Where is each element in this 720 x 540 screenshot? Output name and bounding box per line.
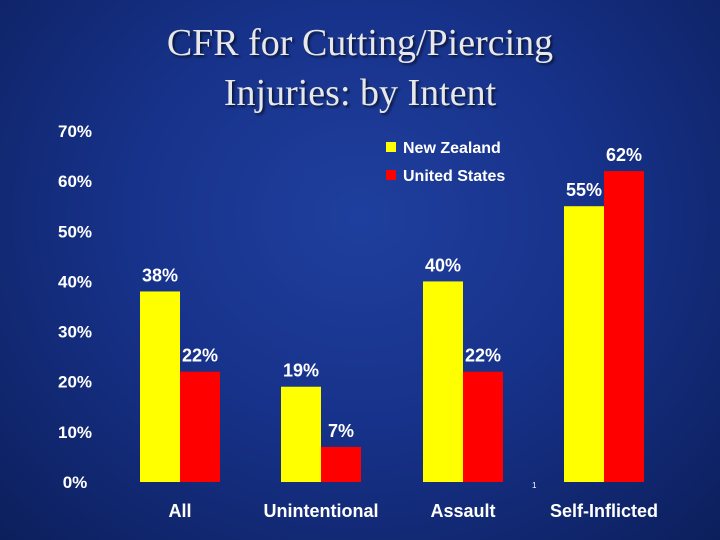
- bar-united-states-assault: [463, 371, 503, 482]
- page-marker: 1: [532, 481, 537, 490]
- legend-label-united-states: United States: [403, 168, 505, 185]
- bar-united-states-all: [180, 371, 220, 482]
- x-category-label-all: All: [168, 501, 191, 521]
- data-label-new-zealand-unintentional: 19%: [283, 361, 319, 381]
- y-tick-label-30: 30%: [58, 323, 92, 342]
- y-tick-label-50: 50%: [58, 222, 92, 241]
- data-label-new-zealand-all: 38%: [142, 265, 178, 285]
- data-label-new-zealand-assault: 40%: [425, 255, 461, 275]
- title-line-1: CFR for Cutting/Piercing: [166, 22, 554, 64]
- bar-new-zealand-self-inflicted: [564, 206, 604, 482]
- y-tick-label-0: 0%: [63, 473, 88, 492]
- bar-new-zealand-unintentional: [281, 386, 321, 482]
- y-tick-label-10: 10%: [58, 423, 92, 442]
- bar-united-states-unintentional: [321, 446, 361, 482]
- bar-new-zealand-assault: [423, 281, 463, 482]
- x-category-label-self-inflicted: Self-Inflicted: [550, 501, 658, 521]
- y-tick-label-40: 40%: [58, 272, 92, 291]
- data-label-united-states-assault: 22%: [465, 346, 501, 366]
- x-category-label-assault: Assault: [430, 501, 495, 521]
- y-tick-label-70: 70%: [58, 122, 92, 141]
- data-label-united-states-all: 22%: [182, 346, 218, 366]
- legend-label-new-zealand: New Zealand: [403, 140, 501, 157]
- title-line-2: Injuries: by Intent: [223, 72, 497, 114]
- data-label-united-states-self-inflicted: 62%: [606, 145, 642, 165]
- data-label-new-zealand-self-inflicted: 55%: [566, 180, 602, 200]
- legend-swatch-new-zealand: [386, 142, 396, 152]
- x-category-label-unintentional: Unintentional: [264, 501, 379, 521]
- data-label-united-states-unintentional: 7%: [328, 421, 354, 441]
- y-tick-label-20: 20%: [58, 373, 92, 392]
- legend-swatch-united-states: [386, 170, 396, 180]
- bar-new-zealand-all: [140, 291, 180, 482]
- y-tick-label-60: 60%: [58, 172, 92, 191]
- slide-title: CFR for Cutting/Piercing Injuries: by In…: [60, 18, 660, 118]
- bar-united-states-self-inflicted: [604, 171, 644, 482]
